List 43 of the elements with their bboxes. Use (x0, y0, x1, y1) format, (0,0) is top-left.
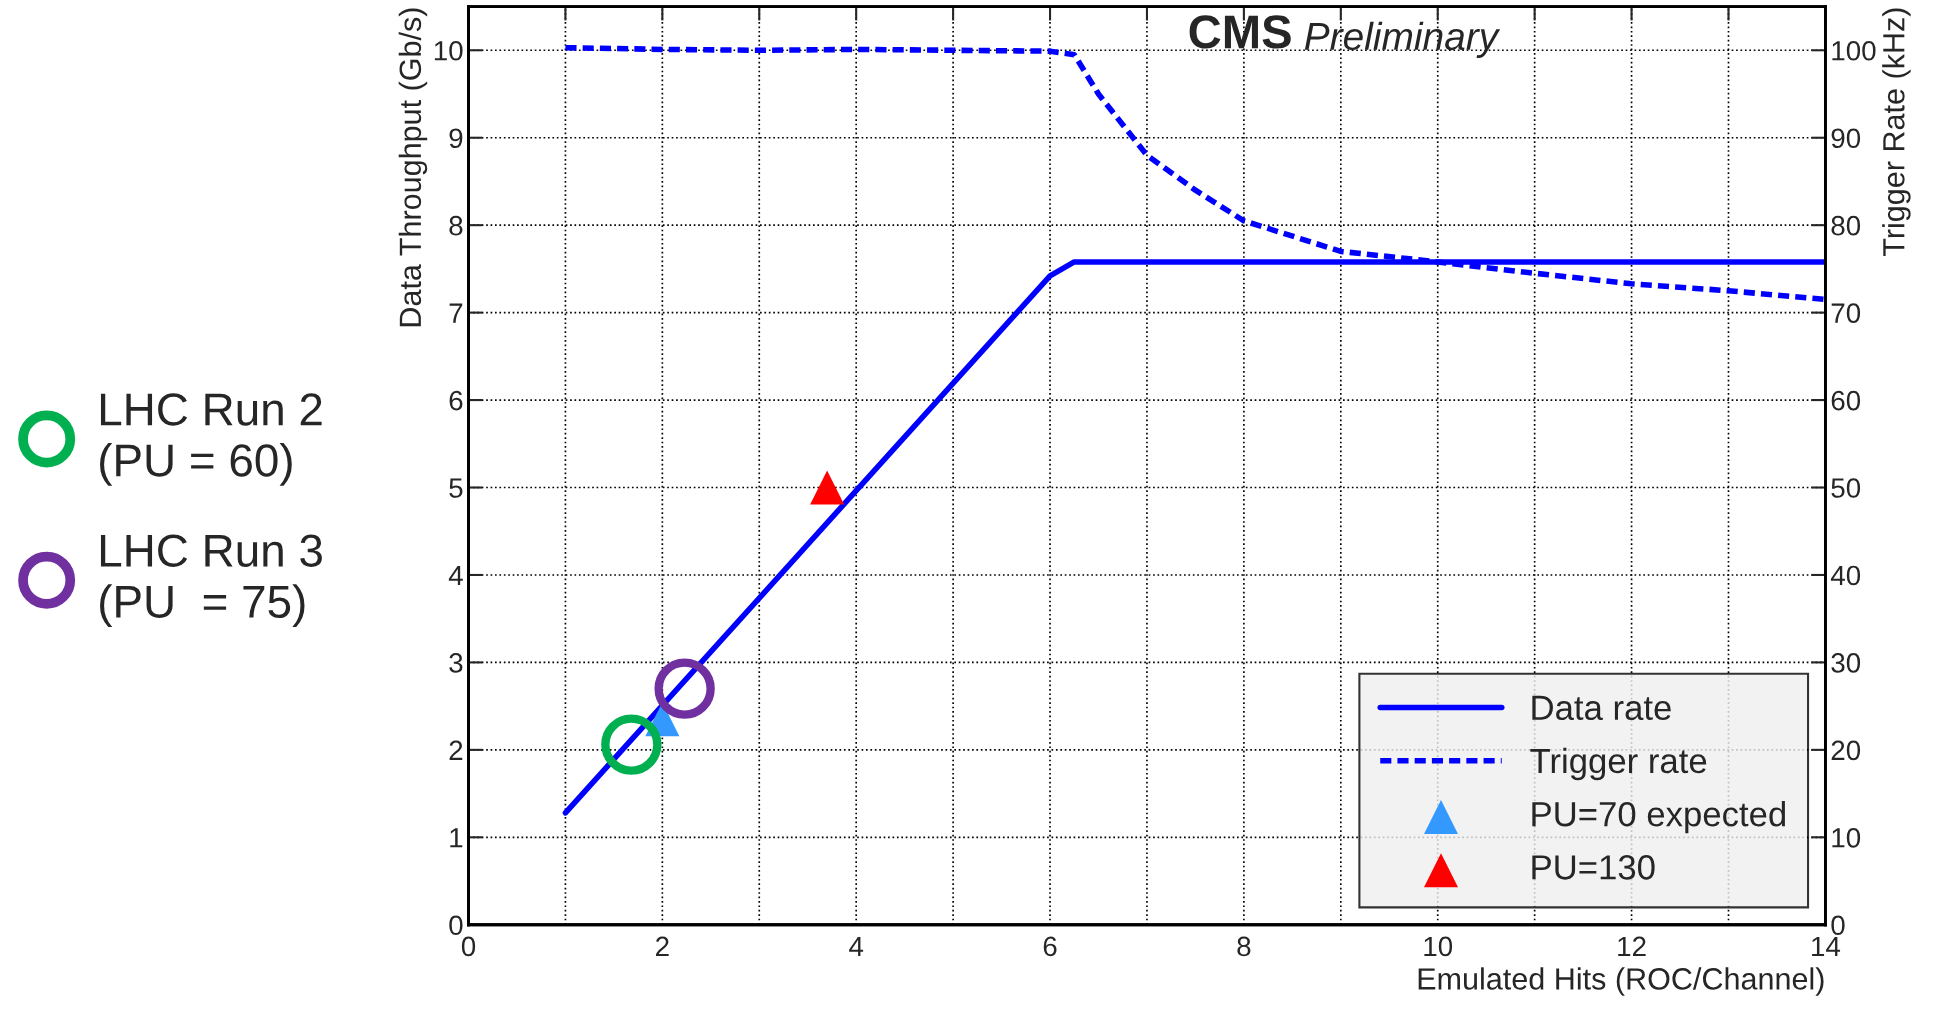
x-tick-label: 6 (1043, 936, 1057, 957)
y2-tick-label: 40 (1830, 565, 1861, 586)
y-tick-label: 3 (449, 653, 463, 673)
x-tick-label: 2 (656, 936, 669, 956)
y-tick-label: 9 (449, 128, 463, 149)
legend-label: PU=70 expected (1532, 800, 1785, 834)
y-tick-label: 8 (449, 215, 463, 236)
legend-label: Trigger rate (1530, 747, 1707, 781)
y-tick-label: 5 (449, 478, 463, 498)
y2-tick-label: 80 (1831, 215, 1861, 236)
x-tick-label: 10 (1424, 936, 1453, 957)
y-tick-label: 1 (450, 828, 463, 848)
chart-subtitle: Preliminary (1304, 21, 1501, 58)
x-tick-label: 8 (1237, 936, 1251, 957)
y-axis-title: Data Throughput (Gb/s) (398, 8, 428, 327)
y2-tick-label: 0 (1831, 915, 1845, 936)
x-tick-label: 12 (1618, 936, 1646, 956)
y2-tick-label: 100 (1832, 40, 1876, 61)
y-tick-label: 7 (449, 303, 463, 323)
y-tick-label: 4 (448, 565, 463, 586)
y2-tick-label: 60 (1831, 390, 1861, 411)
text: LHC Run 2 (PU = 60) (100, 393, 322, 486)
y2-tick-label: 30 (1831, 653, 1861, 673)
text: LHC Run 3 (PU = 75) (100, 534, 322, 628)
y-tick-label: 6 (449, 390, 463, 411)
y-tick-label: 0 (449, 915, 463, 936)
y2-tick-label: 90 (1831, 128, 1861, 149)
y2-tick-label: 10 (1832, 827, 1861, 848)
y2-tick-label: 70 (1831, 303, 1861, 323)
x-axis-title: Emulated Hits (ROC/Channel) (1418, 967, 1824, 996)
chart-title: CMS (1189, 15, 1291, 49)
point (810, 470, 845, 505)
y-tick-label: 10 (434, 40, 463, 61)
x-tick-label: 14 (1812, 936, 1841, 956)
point (654, 658, 715, 719)
y2-axis-title: Trigger Rate (kHz) (1882, 8, 1911, 256)
x-tick-label: 4 (849, 936, 864, 956)
point (601, 714, 662, 775)
y-tick-label: 2 (449, 740, 463, 760)
legend-label: PU=130 (1532, 855, 1655, 880)
y2-tick-label: 50 (1831, 478, 1861, 498)
y2-tick-label: 20 (1831, 740, 1861, 761)
legend-label: Data rate (1532, 695, 1671, 721)
